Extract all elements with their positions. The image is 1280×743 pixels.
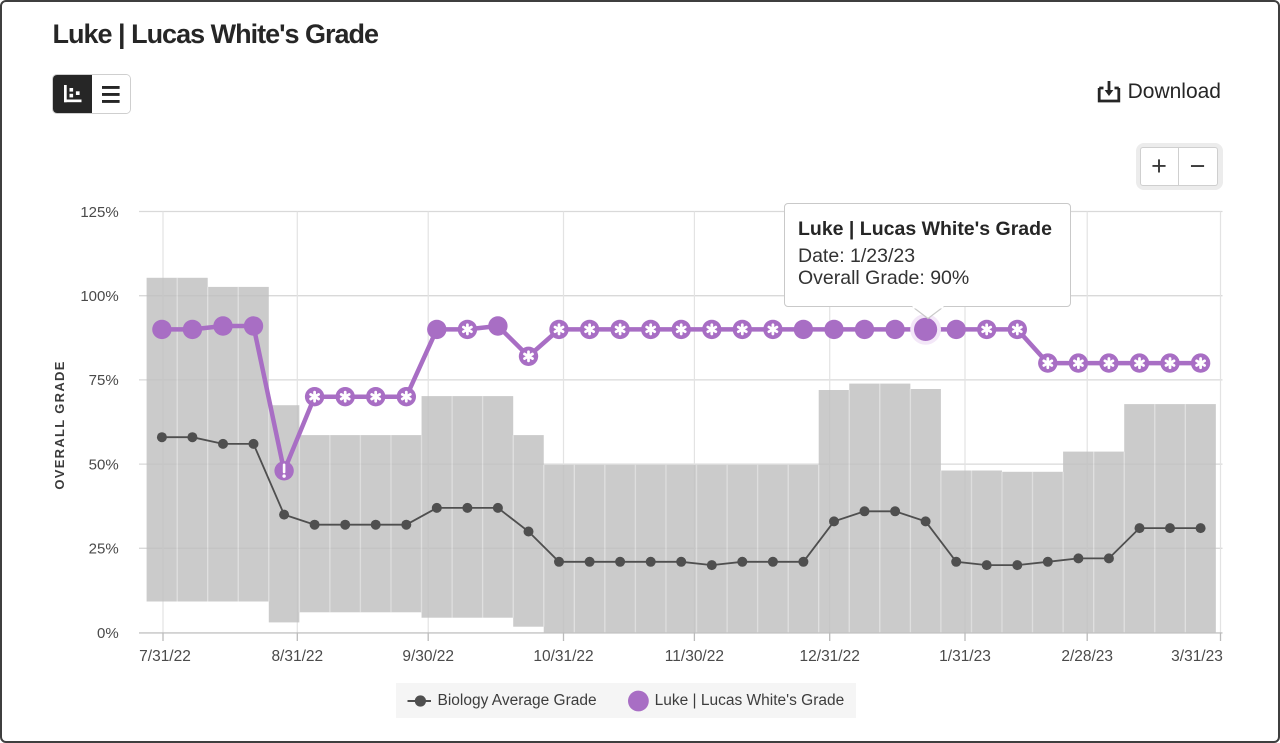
svg-text:25%: 25% (89, 541, 119, 558)
svg-text:7/31/22: 7/31/22 (139, 648, 191, 665)
svg-text:12/31/22: 12/31/22 (800, 648, 860, 665)
svg-text:2/28/23: 2/28/23 (1061, 648, 1113, 665)
svg-text:75%: 75% (89, 372, 119, 389)
svg-text:125%: 125% (80, 204, 118, 221)
svg-text:OVERALL GRADE: OVERALL GRADE (52, 360, 67, 489)
svg-text:3/31/23: 3/31/23 (1171, 648, 1223, 665)
svg-text:1/31/23: 1/31/23 (939, 648, 991, 665)
svg-text:10/31/22: 10/31/22 (533, 648, 593, 665)
svg-text:50%: 50% (89, 456, 119, 473)
svg-text:9/30/22: 9/30/22 (402, 648, 454, 665)
svg-text:8/31/22: 8/31/22 (271, 648, 323, 665)
svg-text:11/30/22: 11/30/22 (665, 648, 724, 665)
svg-text:100%: 100% (80, 288, 118, 305)
svg-text:0%: 0% (97, 625, 119, 642)
